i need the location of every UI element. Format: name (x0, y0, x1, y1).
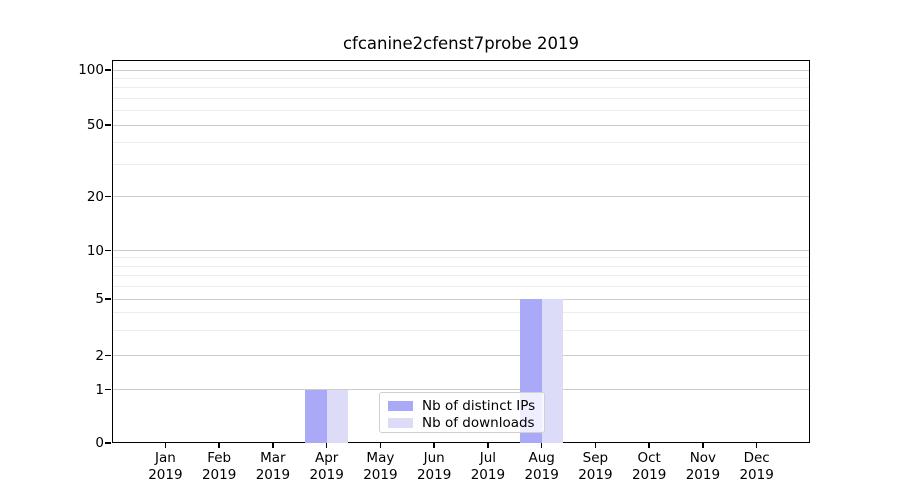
legend-swatch-distinct-ips-icon (388, 400, 413, 411)
x-axis-tick-label: Jul 2019 (458, 450, 518, 483)
x-label-year: 2019 (631, 466, 667, 483)
gridline-major (113, 196, 809, 198)
x-axis-tick (702, 443, 704, 448)
x-label-year: 2019 (416, 466, 452, 483)
x-label-month: Dec (743, 450, 770, 466)
y-axis-tick (105, 442, 111, 444)
x-label-month: Feb (207, 450, 232, 466)
x-axis-tick (648, 443, 650, 448)
legend: Nb of distinct IPs Nb of downloads (379, 392, 545, 433)
x-axis-tick (594, 443, 597, 448)
y-axis-tick (105, 298, 111, 300)
gridline-minor (113, 141, 809, 143)
x-axis-tick (540, 443, 543, 448)
y-axis-tick (105, 196, 111, 198)
x-label-year: 2019 (309, 466, 344, 483)
gridline-minor (113, 77, 809, 79)
gridline-minor (113, 329, 809, 331)
x-axis-tick-label: Jun 2019 (404, 450, 464, 483)
gridline-minor (113, 97, 809, 99)
x-axis-tick-label: Aug 2019 (512, 450, 572, 483)
x-axis-tick (379, 443, 382, 448)
y-axis-tick-label: 10 (86, 242, 104, 259)
x-axis-tick (164, 443, 167, 448)
gridline-major (113, 250, 809, 251)
bar-nb-of-downloads-aug (541, 299, 564, 443)
x-axis-tick (325, 443, 328, 448)
x-label-month: May (366, 450, 395, 466)
x-label-year: 2019 (255, 466, 291, 483)
gridline-major (113, 389, 809, 390)
x-axis-tick (433, 443, 435, 448)
bar-nb-of-distinct-ips-apr (305, 389, 327, 443)
legend-label-distinct-ips: Nb of distinct IPs (422, 397, 536, 414)
x-label-year: 2019 (201, 466, 237, 483)
x-label-year: 2019 (470, 466, 506, 483)
y-axis-tick (105, 354, 111, 357)
y-axis-tick-label: 0 (95, 435, 104, 451)
gridline-major (113, 355, 809, 356)
x-label-month: Sep (582, 450, 609, 466)
y-axis-tick-label: 5 (95, 291, 104, 307)
x-axis-tick (487, 443, 489, 448)
gridline-major (113, 298, 809, 300)
legend-entry-downloads: Nb of downloads (388, 414, 544, 431)
x-axis-tick-label: May 2019 (350, 450, 410, 483)
x-axis-tick-label: Sep 2019 (565, 450, 625, 483)
y-axis-tick-label: 2 (95, 347, 104, 364)
bar-nb-of-downloads-apr (326, 389, 349, 443)
x-axis-tick-label: Oct 2019 (619, 450, 679, 483)
gridline-minor (113, 265, 809, 267)
y-axis-tick-label: 1 (95, 381, 104, 398)
x-axis-tick (218, 443, 220, 448)
y-axis-tick-label: 50 (86, 117, 104, 133)
x-label-month: Aug (528, 450, 555, 466)
gridline-minor (113, 110, 809, 112)
legend-entry-distinct-ips: Nb of distinct IPs (388, 397, 544, 414)
gridline-major (113, 69, 809, 71)
x-axis-tick-label: Nov 2019 (673, 450, 733, 483)
x-label-month: Jan (154, 450, 176, 466)
x-label-year: 2019 (578, 466, 613, 483)
gridline-minor (113, 164, 809, 166)
x-label-year: 2019 (524, 466, 559, 483)
x-axis-tick-label: Jan 2019 (135, 450, 195, 483)
x-label-month: Oct (637, 450, 661, 466)
x-label-month: Nov (689, 450, 717, 466)
gridline-minor (113, 312, 809, 314)
y-axis-tick (105, 249, 111, 252)
x-label-month: Jul (479, 450, 497, 466)
x-axis-tick-label: Feb 2019 (189, 450, 249, 483)
x-axis-tick (272, 443, 274, 448)
x-label-year: 2019 (148, 466, 183, 483)
x-axis-tick-label: Apr 2019 (297, 450, 357, 483)
gridline-minor (113, 285, 809, 287)
plot-area (112, 60, 810, 443)
x-label-year: 2019 (363, 466, 398, 483)
y-axis-tick-label: 20 (86, 188, 104, 205)
gridline-major (113, 124, 809, 126)
x-axis-tick-label: Mar 2019 (243, 450, 303, 483)
y-axis-tick (105, 388, 111, 391)
y-axis-tick (105, 124, 111, 126)
y-axis-tick-label: 100 (78, 62, 104, 78)
x-label-year: 2019 (739, 466, 774, 483)
x-axis-tick (755, 443, 758, 448)
y-axis-tick (105, 69, 111, 71)
x-label-month: Mar (260, 450, 286, 466)
x-label-month: Apr (314, 450, 339, 466)
chart-title: cfcanine2cfenst7probe 2019 (342, 34, 580, 53)
x-axis-tick-label: Dec 2019 (727, 450, 787, 483)
legend-swatch-downloads-icon (388, 417, 413, 428)
x-label-year: 2019 (685, 466, 721, 483)
legend-label-downloads: Nb of downloads (422, 414, 535, 431)
gridline-minor (113, 87, 809, 89)
gridline-minor (113, 257, 809, 259)
x-label-month: Jun (423, 450, 445, 466)
gridline-minor (113, 274, 809, 276)
